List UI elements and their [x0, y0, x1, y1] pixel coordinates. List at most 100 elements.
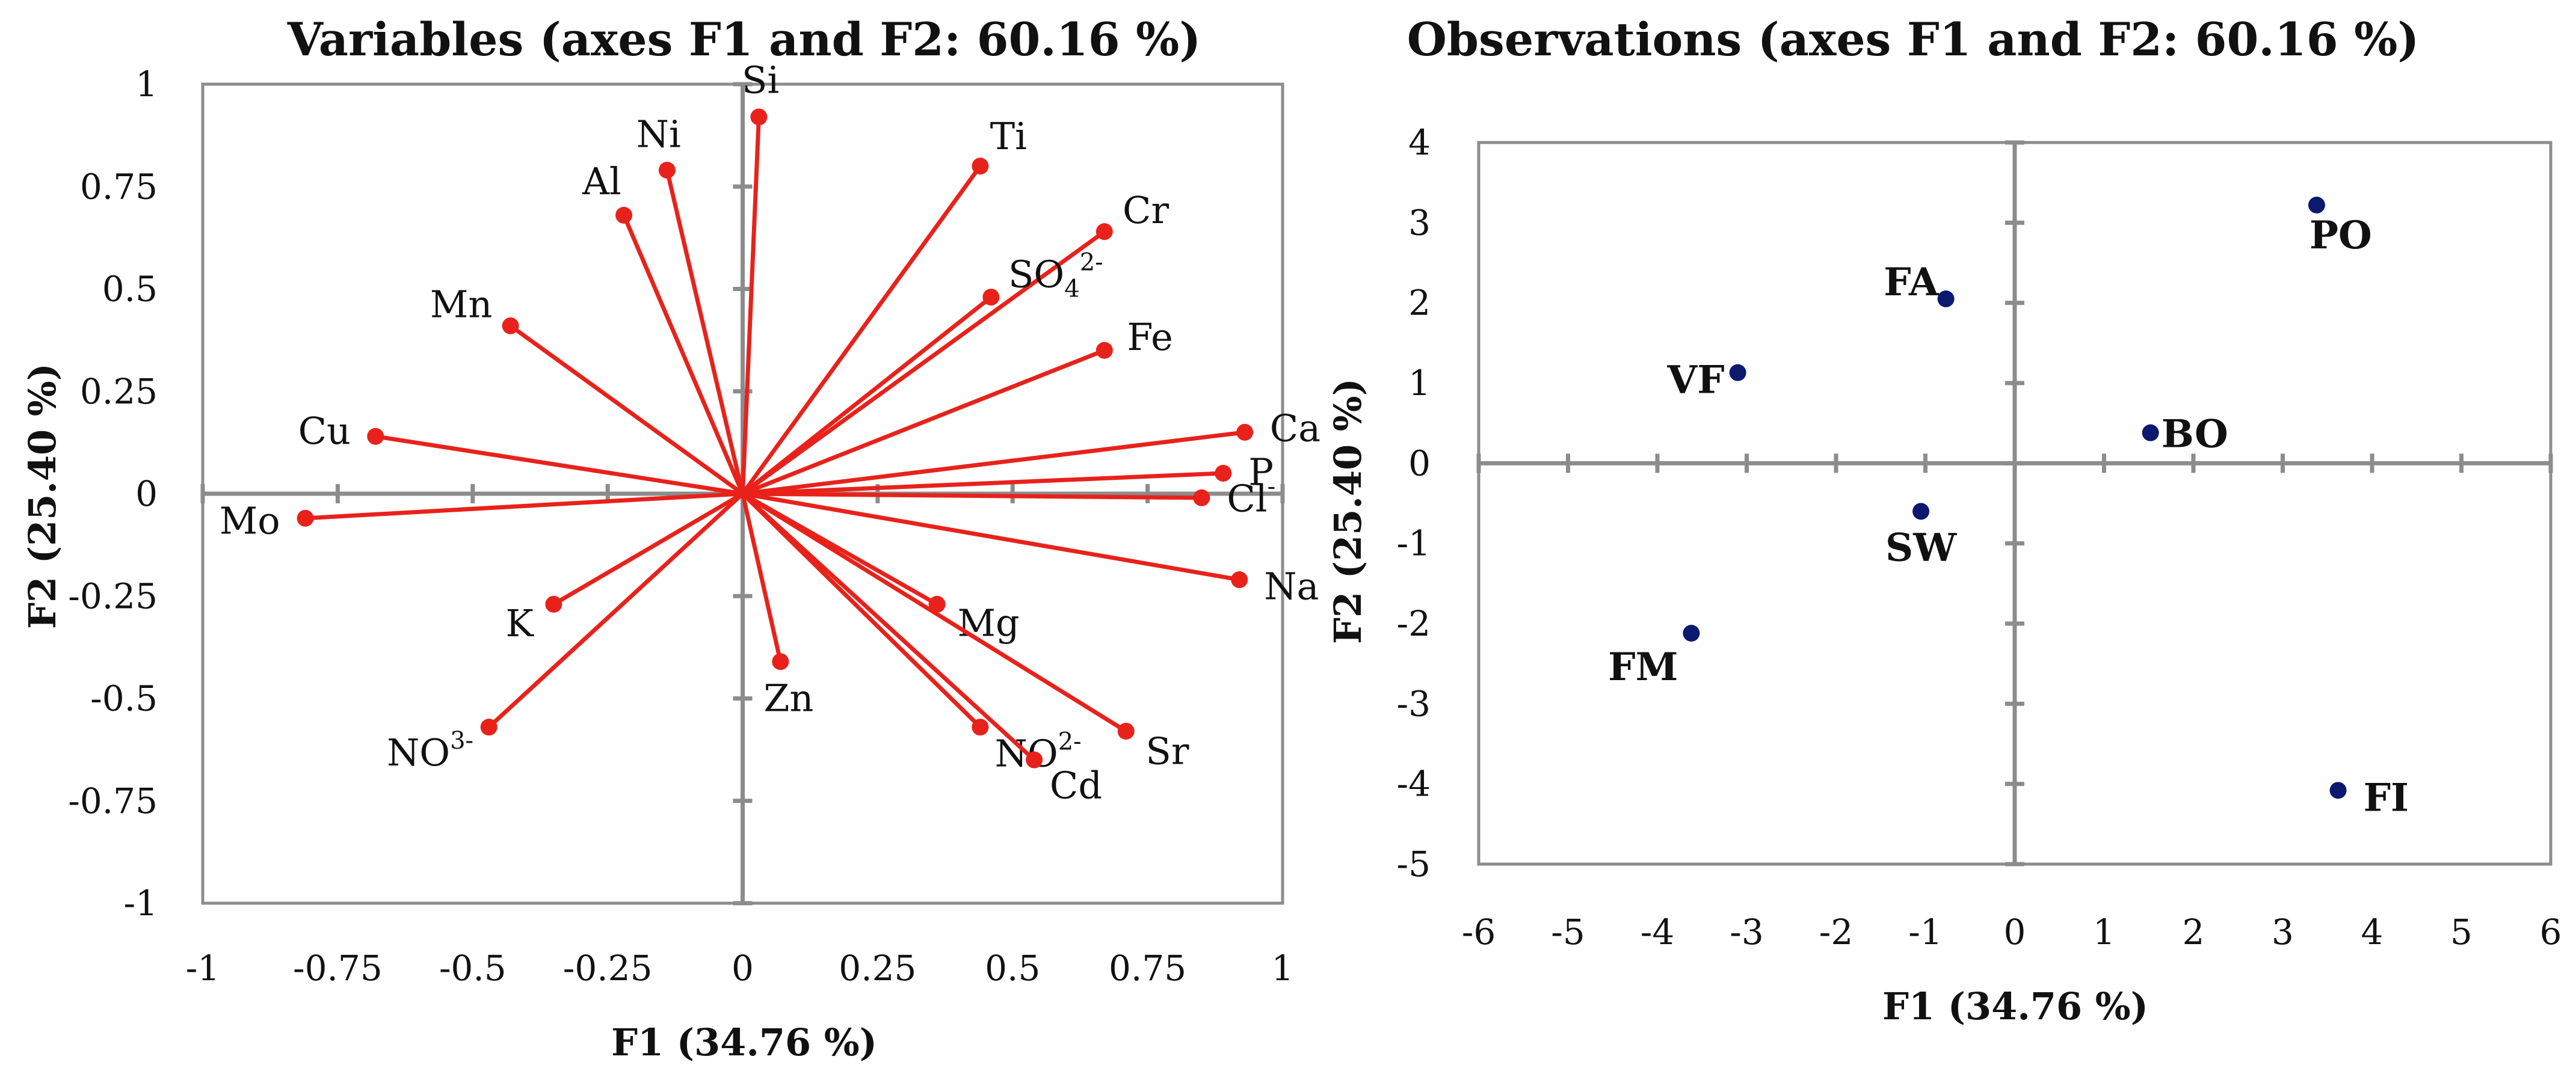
- observations-x-tick-label: 0: [2004, 912, 2026, 953]
- loading-point-fe: [1095, 342, 1113, 359]
- observations-x-tick-label: -6: [1462, 912, 1496, 953]
- loading-point-sr: [1117, 722, 1135, 740]
- observation-point-fa: [1937, 290, 1955, 307]
- variable-label-p: P: [1248, 450, 1274, 494]
- observations-y-tick-label: 4: [1408, 122, 1431, 163]
- observations-x-tick-label: -4: [1641, 912, 1675, 953]
- loading-vector-sr: [741, 492, 1127, 733]
- observation-label-sw: SW: [1885, 525, 1957, 570]
- variables-y-tick-label: 0.75: [80, 166, 158, 207]
- loading-vector-mn: [509, 324, 744, 496]
- loading-point-al: [615, 206, 633, 224]
- variable-label-no3: NO3-: [387, 727, 473, 775]
- variables-x-tick-label: 1: [1272, 948, 1294, 989]
- loading-point-cd: [1026, 751, 1043, 769]
- loading-vector-ti: [741, 165, 982, 496]
- loading-point-cl: [1193, 489, 1210, 506]
- loading-vector-zn: [741, 493, 783, 662]
- observations-x-tick-label: -2: [1819, 912, 1853, 953]
- observations-x-axis-label: F1 (34.76 %): [1882, 984, 2148, 1028]
- loading-vector-na: [742, 491, 1240, 582]
- observations-x-tick-label: -5: [1551, 912, 1585, 953]
- variables-y-tick-label: -0.5: [90, 678, 158, 719]
- variables-chart-title: Variables (axes F1 and F2: 60.16 %): [287, 13, 1201, 66]
- variable-label-mo: Mo: [220, 499, 280, 542]
- variable-label-fe: Fe: [1127, 315, 1172, 359]
- variables-y-tick-label: 1: [135, 64, 158, 105]
- variable-label-cl: Cl-: [1227, 473, 1275, 520]
- observation-label-po: PO: [2309, 213, 2372, 258]
- variable-label-cd: Cd: [1050, 763, 1102, 807]
- observations-y-tick-label: -5: [1397, 844, 1431, 885]
- variables-x-tick-label: 0.75: [1109, 948, 1186, 989]
- observation-point-sw: [1912, 503, 1930, 520]
- loading-point-ti: [972, 158, 989, 175]
- loading-vector-no3: [487, 492, 744, 729]
- variable-label-so42: SO42-: [1008, 249, 1103, 303]
- loading-vector-mo: [305, 491, 743, 521]
- loading-point-so42: [982, 289, 1000, 306]
- observations-y-axis-label: F2 (25.40 %): [1326, 378, 1370, 644]
- loading-vector-so42: [741, 295, 993, 496]
- loading-vector-si: [741, 117, 761, 494]
- loading-point-cr: [1095, 223, 1113, 241]
- variables-y-tick-label: -0.75: [68, 781, 158, 821]
- variables-x-tick-label: 0.25: [839, 948, 916, 989]
- observations-x-tick-label: -3: [1730, 912, 1764, 953]
- variables-x-tick-label: -0.25: [563, 948, 653, 989]
- loading-point-no2: [972, 719, 989, 736]
- variables-y-tick-label: 0.25: [80, 371, 158, 412]
- loading-vector-ca: [742, 430, 1245, 496]
- observations-chart-title: Observations (axes F1 and F2: 60.16 %): [1407, 13, 2420, 66]
- variables-x-axis-label: F1 (34.76 %): [611, 1020, 877, 1064]
- loading-point-si: [750, 108, 768, 126]
- loading-vector-cu: [375, 434, 744, 496]
- variables-plot-area: -1 -0.75 -0.5 -0.25 0 0.25 0.5 0.75 1 1 0.75 0.5 0.2…: [68, 58, 1320, 989]
- observation-point-po: [2308, 197, 2325, 213]
- variables-y-tick-label: -1: [124, 883, 158, 924]
- variable-label-ca: Ca: [1270, 406, 1320, 450]
- variables-y-tick-label: 0: [135, 473, 158, 514]
- observations-x-tick-label: 1: [2093, 912, 2115, 953]
- observation-label-fm: FM: [1608, 645, 1678, 690]
- observations-x-tick-label: 6: [2540, 912, 2562, 953]
- observations-y-tick-label: -2: [1397, 603, 1431, 644]
- loading-vector-k: [552, 491, 744, 606]
- variable-label-cu: Cu: [298, 409, 351, 453]
- observation-label-fa: FA: [1884, 260, 1940, 305]
- variable-label-cr: Cr: [1123, 188, 1169, 232]
- loading-point-mn: [502, 317, 519, 334]
- variables-y-tick-label: -0.25: [68, 575, 158, 616]
- observations-x-tick-label: 3: [2272, 912, 2294, 953]
- loading-vector-p: [742, 471, 1224, 496]
- observations-y-tick-label: -3: [1397, 683, 1431, 724]
- variable-label-ni: Ni: [636, 112, 681, 156]
- observation-point-vf: [1729, 364, 1746, 381]
- observations-x-tick-label: 4: [2361, 912, 2383, 953]
- observations-x-tick-label: 5: [2450, 912, 2473, 953]
- observations-y-tick-label: -4: [1397, 764, 1431, 805]
- loading-point-mg: [928, 595, 946, 613]
- observations-y-tick-label: -1: [1397, 523, 1431, 564]
- variable-label-si: Si: [742, 58, 779, 102]
- loading-point-ca: [1236, 423, 1254, 441]
- variable-label-na: Na: [1264, 565, 1319, 609]
- loading-point-mo: [297, 509, 314, 527]
- variable-label-mn: Mn: [430, 282, 492, 326]
- observation-point-bo: [2142, 424, 2159, 441]
- loading-vector-cr: [741, 230, 1106, 496]
- observations-y-tick-label: 0: [1408, 443, 1431, 483]
- observations-y-tick-label: 3: [1408, 202, 1431, 243]
- loading-point-p: [1215, 464, 1232, 482]
- loading-vector-ni: [665, 170, 745, 494]
- observation-label-fi: FI: [2364, 775, 2409, 820]
- observations-y-tick-label: 2: [1408, 283, 1431, 324]
- variables-x-tick-label: -0.5: [439, 948, 507, 989]
- variable-label-sr: Sr: [1145, 729, 1189, 773]
- loading-vector-cd: [741, 492, 1036, 762]
- loading-point-cu: [367, 428, 384, 445]
- variables-x-tick-label: 0.5: [985, 948, 1040, 989]
- variable-label-mg: Mg: [957, 601, 1019, 645]
- loading-vector-cl: [742, 491, 1202, 500]
